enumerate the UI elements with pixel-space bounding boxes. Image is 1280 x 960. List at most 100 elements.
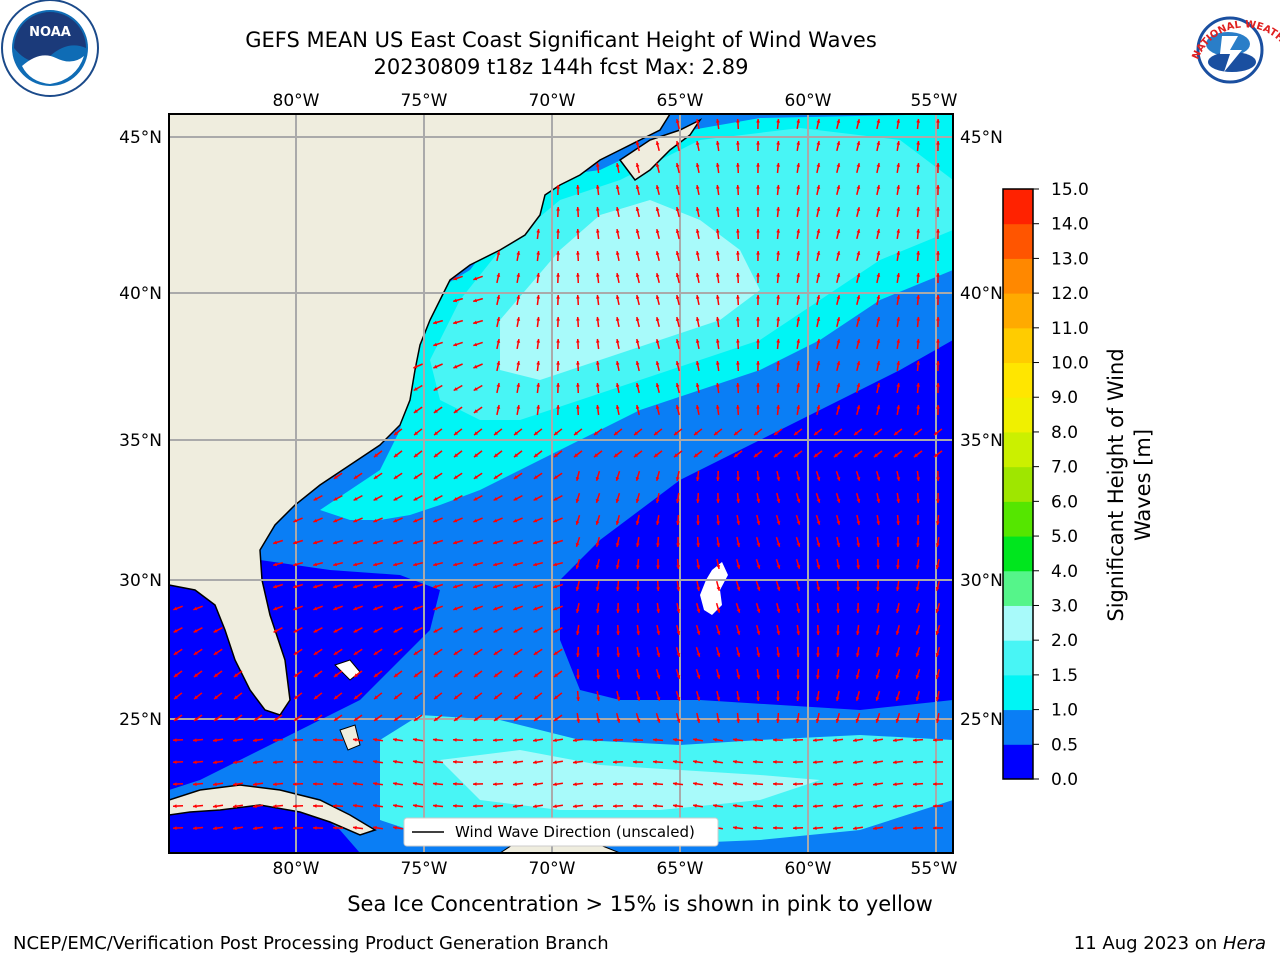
- wave-arrow-head: [876, 565, 880, 569]
- wave-arrow-head: [836, 207, 841, 211]
- wave-arrow-head: [896, 361, 901, 365]
- wave-arrow-head: [293, 826, 297, 830]
- wave-arrow-head: [896, 185, 901, 189]
- wave-arrow-head: [554, 453, 558, 458]
- wave-arrow-head: [313, 760, 317, 764]
- wave-arrow-head: [715, 229, 720, 233]
- wave-arrow-head: [353, 825, 357, 830]
- wave-arrow-head: [494, 695, 498, 700]
- wave-arrow-head: [553, 606, 558, 611]
- wave-arrow-head: [333, 497, 338, 501]
- wave-arrow-head: [553, 497, 558, 501]
- wave-arrow-head: [473, 364, 478, 369]
- wave-arrow-head: [794, 431, 798, 436]
- wave-arrow-head: [916, 251, 921, 255]
- wave-arrow-head: [796, 119, 801, 123]
- wave-arrow-head: [173, 651, 178, 655]
- wave-arrow-head: [353, 475, 358, 479]
- wave-arrow-head: [553, 651, 558, 655]
- wave-arrow-head: [556, 229, 560, 233]
- wave-arrow-head: [676, 674, 681, 679]
- colorbar-tick-label: 5.0: [1051, 527, 1078, 547]
- wave-zone-south-2-0: [440, 750, 820, 810]
- wave-arrow-head: [776, 499, 781, 503]
- wave-arrow-head: [793, 760, 797, 764]
- wave-arrow-head: [635, 361, 640, 365]
- wave-arrow-head: [313, 606, 318, 611]
- wave-arrow-head: [776, 207, 781, 211]
- wave-arrow-head: [615, 498, 620, 503]
- wave-arrow-head: [655, 383, 660, 387]
- wave-arrow-head: [554, 695, 558, 700]
- wave-arrow-head: [776, 542, 781, 547]
- wave-arrow-head: [756, 141, 760, 145]
- wave-arrow-head: [913, 782, 917, 786]
- wave-arrow-head: [635, 251, 640, 255]
- wave-arrow-head: [333, 826, 337, 830]
- wave-arrow-head: [493, 738, 497, 742]
- wave-arrow-head: [293, 540, 298, 545]
- wave-arrow-head: [934, 431, 938, 436]
- wave-arrow-head: [273, 629, 278, 633]
- wave-arrow-head: [756, 631, 761, 635]
- wave-arrow-head: [214, 695, 218, 700]
- wave-arrow-head: [433, 562, 438, 567]
- wave-arrow-head: [534, 453, 538, 458]
- wave-arrow-head: [896, 317, 901, 321]
- wave-arrow-head: [513, 738, 517, 743]
- wave-arrow-head: [915, 652, 920, 657]
- wave-arrow-head: [853, 738, 857, 743]
- wave-arrow-head: [414, 431, 418, 436]
- wave-arrow-head: [496, 317, 501, 321]
- wave-arrow-head: [614, 453, 618, 458]
- lon-label-bottom: 70°W: [529, 859, 576, 879]
- wave-arrow-head: [213, 782, 217, 787]
- wave-arrow-head: [576, 383, 580, 387]
- noaa-logo-text: NOAA: [29, 25, 71, 40]
- wave-arrow-head: [393, 518, 398, 523]
- wave-arrow-head: [813, 826, 817, 830]
- wave-arrow-head: [655, 405, 660, 409]
- wave-arrow-head: [836, 185, 841, 189]
- wave-arrow-head: [394, 695, 398, 700]
- wave-arrow-head: [656, 696, 661, 701]
- colorbar-swatch: [1003, 431, 1033, 468]
- wave-arrow-head: [715, 405, 720, 409]
- wave-arrow-head: [294, 695, 298, 700]
- wave-arrow-head: [353, 803, 357, 808]
- wave-arrow-head: [876, 383, 881, 387]
- wave-arrow-head: [655, 521, 660, 525]
- wave-arrow-head: [273, 782, 277, 787]
- wave-arrow-head: [373, 475, 378, 479]
- wave-arrow-head: [833, 760, 837, 765]
- wave-arrow-head: [233, 804, 237, 809]
- wave-arrow-head: [595, 339, 600, 343]
- wave-arrow-head: [796, 564, 801, 569]
- wave-arrow-head: [753, 782, 757, 786]
- wave-arrow-head: [534, 431, 538, 436]
- wave-arrow-head: [935, 674, 940, 679]
- wave-arrow-head: [876, 141, 881, 145]
- colorbar-swatch: [1003, 189, 1033, 225]
- wave-arrow-head: [333, 804, 337, 808]
- wave-arrow-head: [453, 760, 457, 764]
- wave-arrow-head: [915, 696, 920, 701]
- wave-arrow-head: [433, 760, 437, 764]
- wave-arrow-head: [636, 718, 641, 723]
- wave-arrow-head: [293, 760, 297, 764]
- wave-arrow-head: [553, 804, 557, 809]
- wave-arrow-head: [896, 521, 900, 525]
- wave-arrow-head: [374, 717, 378, 721]
- wave-arrow-head: [756, 295, 760, 299]
- wave-arrow-head: [313, 497, 318, 501]
- wave-arrow-head: [433, 540, 438, 545]
- wave-arrow-head: [695, 185, 700, 189]
- wave-arrow-head: [453, 651, 458, 655]
- wave-arrow-head: [333, 475, 338, 479]
- wave-arrow-head: [935, 543, 940, 547]
- lon-label-top: 80°W: [273, 91, 320, 111]
- wave-arrow-head: [796, 542, 801, 547]
- wave-arrow-head: [914, 453, 918, 458]
- wave-arrow-head: [934, 453, 938, 458]
- wave-arrow-head: [615, 207, 620, 211]
